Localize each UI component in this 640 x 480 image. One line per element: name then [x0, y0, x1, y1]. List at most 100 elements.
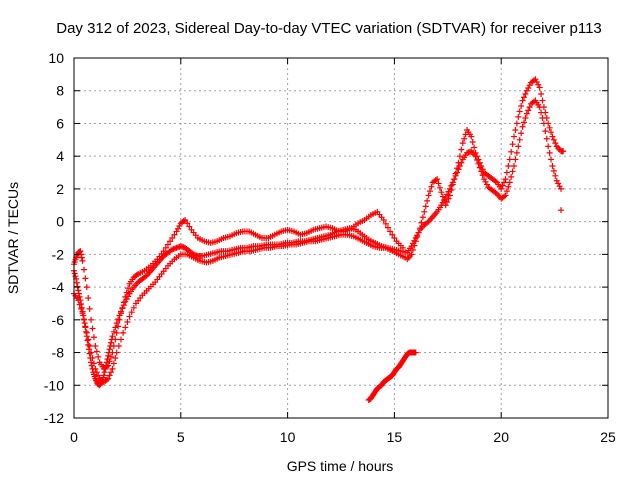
- data-point: [515, 113, 522, 120]
- series-2: [71, 208, 406, 372]
- data-point: [548, 129, 555, 136]
- data-point: [526, 82, 533, 89]
- y-tick-label: -8: [52, 345, 65, 361]
- data-point: [520, 119, 527, 126]
- data-point: [86, 305, 93, 312]
- data-point: [101, 369, 108, 376]
- data-point: [448, 187, 455, 193]
- y-tick-label: 10: [48, 50, 64, 66]
- x-axis-label: GPS time / hours: [287, 458, 394, 474]
- data-point: [122, 293, 129, 300]
- data-point: [549, 133, 556, 140]
- data-point: [543, 115, 550, 121]
- data-point: [389, 231, 396, 238]
- y-tick-label: 2: [56, 181, 64, 197]
- data-point: [511, 133, 518, 140]
- data-point: [543, 135, 550, 142]
- data-point: [92, 365, 99, 372]
- data-point: [515, 143, 522, 150]
- data-point: [126, 313, 133, 320]
- data-point: [408, 251, 415, 258]
- data-point: [525, 85, 532, 91]
- data-point: [79, 257, 86, 264]
- data-points: [71, 76, 567, 403]
- data-point: [78, 254, 85, 261]
- data-point: [81, 320, 88, 327]
- data-point: [461, 135, 468, 142]
- data-point: [115, 343, 122, 349]
- x-tick-label: 15: [387, 429, 403, 445]
- data-point: [503, 188, 510, 195]
- data-point: [88, 349, 95, 356]
- data-point: [414, 233, 421, 240]
- data-point: [455, 166, 462, 173]
- chart-title: Day 312 of 2023, Sidereal Day-to-day VTE…: [56, 20, 602, 37]
- y-tick-label: 8: [56, 83, 64, 99]
- data-point: [92, 343, 99, 349]
- data-point: [83, 329, 90, 336]
- data-point: [93, 348, 100, 355]
- data-point: [483, 181, 490, 188]
- data-point: [478, 163, 485, 169]
- data-point: [112, 355, 119, 361]
- data-point: [542, 109, 549, 116]
- data-point: [415, 229, 422, 236]
- data-point: [409, 247, 416, 253]
- x-tick-label: 20: [493, 429, 509, 445]
- data-point: [502, 176, 509, 183]
- data-point: [106, 346, 113, 353]
- data-point: [459, 140, 466, 147]
- y-tick-label: 0: [56, 214, 64, 230]
- data-point: [80, 316, 87, 323]
- data-point: [546, 124, 553, 131]
- series-5: [404, 76, 567, 263]
- data-point: [522, 115, 529, 121]
- series-6: [558, 207, 565, 214]
- data-point: [83, 284, 90, 291]
- data-point: [523, 110, 530, 117]
- data-point: [412, 238, 419, 245]
- data-point: [546, 149, 553, 156]
- data-point: [542, 128, 549, 135]
- data-point: [417, 225, 424, 232]
- data-point: [503, 169, 510, 176]
- data-point: [74, 283, 81, 290]
- data-point: [105, 352, 112, 359]
- data-point: [555, 180, 562, 187]
- data-point: [112, 336, 119, 343]
- data-point: [548, 156, 555, 163]
- data-point: [511, 163, 518, 169]
- data-point: [449, 181, 456, 188]
- data-point: [384, 224, 391, 231]
- data-point: [550, 136, 557, 143]
- data-point: [89, 325, 96, 332]
- data-point: [90, 360, 97, 367]
- data-point: [506, 156, 513, 163]
- data-point: [422, 203, 429, 210]
- data-point: [86, 343, 93, 349]
- data-point: [549, 163, 556, 169]
- data-point: [454, 165, 461, 172]
- data-point: [71, 270, 78, 277]
- data-point: [85, 336, 92, 343]
- data-point: [73, 279, 80, 286]
- data-point: [106, 372, 113, 379]
- data-point: [411, 242, 418, 249]
- data-point: [84, 337, 91, 344]
- data-point: [445, 195, 452, 202]
- data-point: [86, 350, 93, 357]
- data-point: [456, 153, 463, 160]
- data-point: [516, 108, 523, 115]
- data-point: [545, 143, 552, 150]
- data-point: [382, 220, 389, 227]
- data-point: [479, 166, 486, 173]
- data-point: [476, 159, 483, 166]
- data-point: [109, 365, 116, 372]
- x-tick-label: 10: [280, 429, 296, 445]
- y-tick-label: -2: [52, 246, 65, 262]
- data-point: [160, 248, 167, 255]
- data-point: [516, 136, 523, 143]
- data-point: [509, 141, 516, 148]
- data-point: [550, 167, 557, 174]
- data-point: [558, 207, 565, 214]
